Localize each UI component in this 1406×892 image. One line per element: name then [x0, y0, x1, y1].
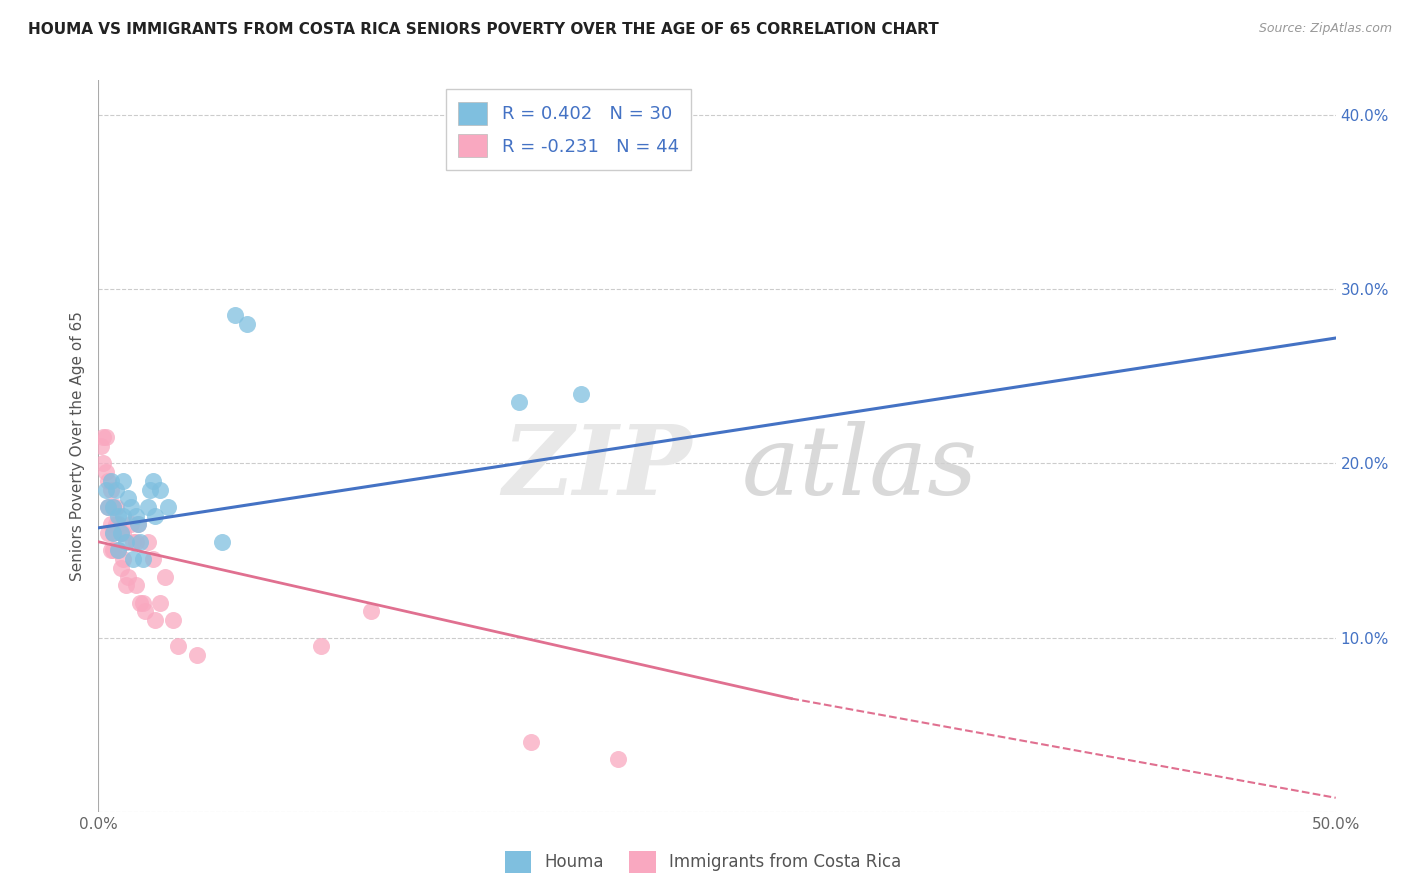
Point — [94, 465, 117, 479]
Point — [129, 534, 152, 549]
Point — [93, 430, 115, 444]
Point — [508, 395, 530, 409]
Point — [110, 526, 132, 541]
Legend: R = 0.402   N = 30, R = -0.231   N = 44: R = 0.402 N = 30, R = -0.231 N = 44 — [446, 89, 692, 170]
Point — [103, 543, 125, 558]
Point — [139, 483, 162, 497]
Point — [156, 500, 179, 514]
Point — [120, 517, 142, 532]
Point — [149, 596, 172, 610]
Point — [103, 500, 125, 514]
Point — [97, 526, 120, 541]
Point — [309, 640, 332, 654]
Point — [100, 474, 122, 488]
Point — [112, 508, 135, 523]
Point — [110, 526, 132, 541]
Point — [143, 508, 166, 523]
Point — [103, 500, 125, 514]
Point — [122, 534, 145, 549]
Point — [162, 613, 184, 627]
Point — [132, 596, 155, 610]
Text: atlas: atlas — [742, 421, 979, 515]
Point — [124, 578, 146, 592]
Point — [127, 517, 149, 532]
Point — [104, 517, 127, 532]
Y-axis label: Seniors Poverty Over the Age of 65: Seniors Poverty Over the Age of 65 — [70, 311, 86, 581]
Point — [136, 534, 159, 549]
Point — [97, 474, 120, 488]
Point — [103, 526, 125, 541]
Point — [136, 500, 159, 514]
Point — [94, 483, 117, 497]
Point — [117, 569, 139, 583]
Point — [114, 578, 136, 592]
Point — [100, 483, 122, 497]
Point — [94, 430, 117, 444]
Point — [142, 474, 165, 488]
Point — [224, 309, 246, 323]
Point — [143, 613, 166, 627]
Point — [186, 648, 208, 662]
Point — [100, 543, 122, 558]
Legend: Houma, Immigrants from Costa Rica: Houma, Immigrants from Costa Rica — [498, 845, 908, 880]
Point — [103, 526, 125, 541]
Point — [211, 534, 233, 549]
Point — [360, 604, 382, 618]
Point — [124, 534, 146, 549]
Point — [107, 543, 129, 558]
Point — [120, 500, 142, 514]
Point — [129, 596, 152, 610]
Point — [112, 552, 135, 566]
Point — [112, 526, 135, 541]
Point — [117, 491, 139, 506]
Point — [155, 569, 177, 583]
Point — [97, 500, 120, 514]
Point — [104, 500, 127, 514]
Text: Source: ZipAtlas.com: Source: ZipAtlas.com — [1258, 22, 1392, 36]
Point — [236, 317, 259, 331]
Point — [97, 500, 120, 514]
Point — [104, 483, 127, 497]
Point — [149, 483, 172, 497]
Point — [107, 543, 129, 558]
Point — [132, 552, 155, 566]
Point — [142, 552, 165, 566]
Point — [124, 508, 146, 523]
Point — [90, 439, 112, 453]
Point — [127, 517, 149, 532]
Point — [114, 534, 136, 549]
Point — [100, 517, 122, 532]
Point — [112, 474, 135, 488]
Point — [122, 552, 145, 566]
Point — [107, 517, 129, 532]
Point — [607, 752, 630, 766]
Point — [166, 640, 188, 654]
Point — [93, 457, 115, 471]
Point — [520, 735, 543, 749]
Point — [107, 508, 129, 523]
Point — [134, 604, 156, 618]
Text: ZIP: ZIP — [503, 421, 692, 515]
Point — [569, 386, 592, 401]
Text: HOUMA VS IMMIGRANTS FROM COSTA RICA SENIORS POVERTY OVER THE AGE OF 65 CORRELATI: HOUMA VS IMMIGRANTS FROM COSTA RICA SENI… — [28, 22, 939, 37]
Point — [110, 561, 132, 575]
